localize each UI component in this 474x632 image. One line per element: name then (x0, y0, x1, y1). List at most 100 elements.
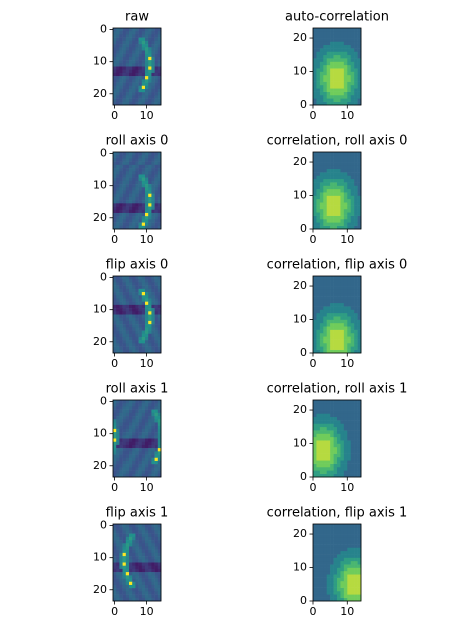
y-tick-label: 10 (293, 65, 307, 78)
image-pixel (125, 568, 130, 573)
image-pixel (122, 435, 127, 439)
image-pixel (154, 403, 159, 407)
image-pixel (116, 588, 120, 592)
contour-cell (330, 406, 334, 411)
contour-cell (357, 460, 362, 464)
image-pixel (148, 594, 152, 599)
image-pixel (129, 66, 133, 71)
contour-cell (343, 466, 348, 471)
contour-cell (350, 172, 355, 176)
contour-cell (326, 316, 331, 320)
contour-cell (354, 74, 358, 79)
image-pixel (129, 448, 133, 452)
contour-cell (357, 202, 362, 206)
image-pixel (148, 66, 152, 71)
image-pixel (125, 324, 130, 328)
image-pixel (157, 79, 162, 83)
contour-cell (326, 547, 331, 552)
image-pixel (122, 34, 127, 38)
image-pixel (116, 327, 120, 331)
image-pixel (138, 88, 143, 93)
image-pixel (119, 454, 123, 459)
contour-cell (357, 413, 362, 418)
image-pixel (154, 168, 159, 172)
image-pixel (151, 222, 155, 227)
image-pixel (154, 324, 159, 328)
image-pixel (141, 101, 146, 106)
image-pixel (145, 95, 149, 99)
image-pixel (154, 412, 159, 417)
contour-cell (319, 54, 324, 59)
image-pixel (135, 209, 139, 214)
contour-cell (347, 222, 352, 226)
contour-cell (326, 564, 331, 568)
contour-cell (357, 178, 362, 183)
image-pixel (119, 206, 123, 211)
image-pixel (113, 448, 117, 452)
contour-cell (343, 205, 348, 210)
contour-cell (319, 64, 324, 69)
image-pixel (122, 47, 127, 51)
image-pixel (113, 206, 117, 211)
y-tick-label: 0 (300, 470, 307, 483)
image-pixel (138, 31, 143, 35)
image-pixel (119, 591, 123, 595)
contour-cell (337, 423, 341, 428)
contour-cell (354, 296, 358, 300)
image-pixel (148, 409, 152, 414)
contour-cell (354, 342, 358, 347)
image-pixel (122, 562, 127, 567)
image-pixel (125, 298, 130, 302)
image-pixel (116, 69, 120, 74)
image-pixel (157, 473, 162, 478)
contour-cell (313, 61, 317, 66)
image-pixel (151, 79, 155, 83)
contour-cell (337, 332, 341, 337)
y-tick-label: 10 (93, 303, 107, 316)
image-pixel (135, 552, 139, 557)
contour-cell (316, 51, 321, 56)
contour-cell (316, 557, 321, 562)
image-pixel (125, 301, 130, 306)
contour-cell (319, 61, 324, 66)
image-pixel (157, 304, 162, 309)
contour-cell (337, 178, 341, 183)
contour-cell (330, 400, 334, 404)
contour-cell (333, 530, 338, 535)
image-pixel (157, 206, 162, 211)
contour-cell (343, 322, 348, 327)
contour-cell (326, 98, 331, 102)
image-pixel (157, 190, 162, 195)
contour-cell (347, 225, 352, 230)
image-pixel (154, 320, 159, 325)
contour-cell (323, 208, 328, 213)
image-pixel (122, 591, 127, 595)
image-pixel (113, 422, 117, 426)
image-pixel (122, 158, 127, 162)
image-pixel (141, 298, 146, 302)
image-pixel (119, 552, 123, 557)
image-pixel (154, 216, 159, 220)
image-pixel (145, 454, 149, 459)
image-pixel (132, 101, 136, 106)
image-pixel (129, 44, 133, 48)
image-pixel (141, 28, 146, 32)
contour-cell (323, 406, 328, 411)
contour-cell (333, 195, 338, 200)
image-pixel (122, 460, 127, 465)
image-pixel (157, 524, 162, 528)
image-pixel (129, 324, 133, 328)
contour-cell (326, 152, 331, 156)
contour-cell (316, 162, 321, 166)
image-pixel (135, 581, 139, 586)
contour-cell (326, 222, 331, 226)
contour-cell (313, 312, 317, 317)
image-pixel (129, 177, 133, 182)
contour-cell (333, 584, 338, 588)
image-pixel (148, 152, 152, 156)
contour-cell (316, 547, 321, 552)
contour-cell (333, 564, 338, 568)
contour-cell (330, 296, 334, 300)
image-pixel (138, 425, 143, 430)
